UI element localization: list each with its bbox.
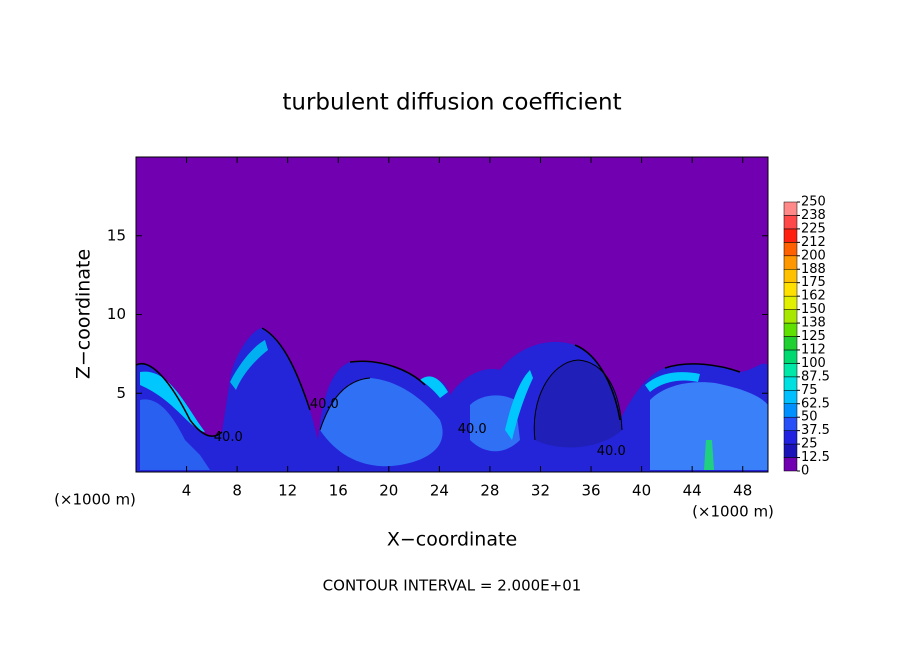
colorbar-segment	[783, 255, 798, 270]
field-region	[645, 372, 700, 392]
x-tick-label: 36	[581, 482, 600, 500]
colorbar-label: 200	[801, 248, 826, 263]
contour-label: 40.0	[310, 397, 339, 412]
colorbar-segment	[783, 363, 798, 378]
field-region	[505, 370, 533, 440]
colorbar-segment	[783, 457, 798, 472]
colorbar-segment	[783, 416, 798, 431]
colorbar-label: 212	[801, 235, 826, 250]
colorbar-label: 50	[801, 410, 818, 425]
x-tick-label: 40	[632, 482, 651, 500]
colorbar-segment	[783, 269, 798, 283]
x-axis-label: X−coordinate	[387, 529, 517, 551]
x-tick-label: 44	[683, 482, 702, 500]
field-region	[230, 340, 268, 390]
colorbar-label: 25	[801, 437, 818, 452]
contour-label: 40.0	[597, 444, 626, 459]
contour-label: 40.0	[214, 430, 243, 445]
x-tick-label: 20	[379, 482, 398, 500]
contour-field	[135, 157, 768, 472]
colorbar-label: 87.5	[801, 369, 830, 384]
field-region	[704, 440, 714, 470]
x-tick-label: 24	[430, 482, 449, 500]
colorbar-label: 188	[801, 262, 826, 277]
chart-title: turbulent diffusion coefficient	[282, 90, 621, 116]
colorbar-segment	[783, 228, 798, 243]
colorbar-label: 225	[801, 221, 826, 236]
colorbar-label: 0	[801, 464, 809, 479]
colorbar-label: 175	[801, 275, 826, 290]
colorbar-label: 112	[801, 342, 826, 357]
colorbar-label: 250	[801, 195, 826, 210]
field-region	[320, 378, 443, 467]
colorbar-label: 138	[801, 316, 826, 331]
colorbar-label: 150	[801, 302, 826, 317]
x-tick-label: 4	[182, 482, 192, 500]
colorbar-segment	[783, 336, 798, 351]
colorbar-segment	[783, 349, 798, 364]
colorbar-segment	[783, 282, 798, 297]
contour-line	[135, 327, 741, 437]
colorbar-label: 125	[801, 329, 826, 344]
colorbar-segment	[783, 309, 798, 324]
colorbar-segment	[783, 403, 798, 418]
colorbar-label: 62.5	[801, 396, 830, 411]
y-tick-label: 5	[116, 384, 126, 402]
footer: CONTOUR INTERVAL = 2.000E+01	[323, 577, 582, 595]
colorbar-label: 100	[801, 356, 826, 371]
contour-line	[319, 359, 623, 441]
x-tick-label: 32	[531, 482, 550, 500]
colorbar-segment	[783, 376, 798, 391]
y-axis-label: Z−coordinate	[73, 249, 95, 379]
colorbar-segment	[783, 201, 798, 216]
colorbar-segment	[783, 295, 798, 310]
y-tick-label: 15	[107, 226, 126, 244]
colorbar-segment	[783, 390, 798, 404]
colorbar-label: 238	[801, 208, 826, 223]
field-region	[140, 399, 210, 470]
colorbar-segment	[783, 322, 798, 337]
field-region	[650, 382, 768, 470]
colorbar-label: 12.5	[801, 450, 830, 465]
x-tick-label: 48	[733, 482, 752, 500]
y-tick-label: 10	[107, 305, 126, 323]
colorbar-segment	[783, 242, 798, 257]
field-region	[470, 395, 520, 452]
x-tick-label: 28	[480, 482, 499, 500]
colorbar-label: 162	[801, 289, 826, 304]
x-tick-label: 12	[278, 482, 297, 500]
colorbar-label: 37.5	[801, 423, 830, 438]
colorbar-label: 75	[801, 383, 818, 398]
field-region	[420, 376, 448, 398]
x-unit-label: (×1000 m)	[54, 491, 136, 509]
colorbar-segment	[783, 215, 798, 230]
x-unit-label: (×1000 m)	[692, 503, 774, 521]
contour-label: 40.0	[458, 422, 487, 437]
colorbar-segment	[783, 443, 798, 458]
field-region	[534, 360, 622, 448]
x-tick-label: 8	[232, 482, 242, 500]
x-tick-label: 16	[329, 482, 348, 500]
colorbar-segment	[783, 430, 798, 445]
